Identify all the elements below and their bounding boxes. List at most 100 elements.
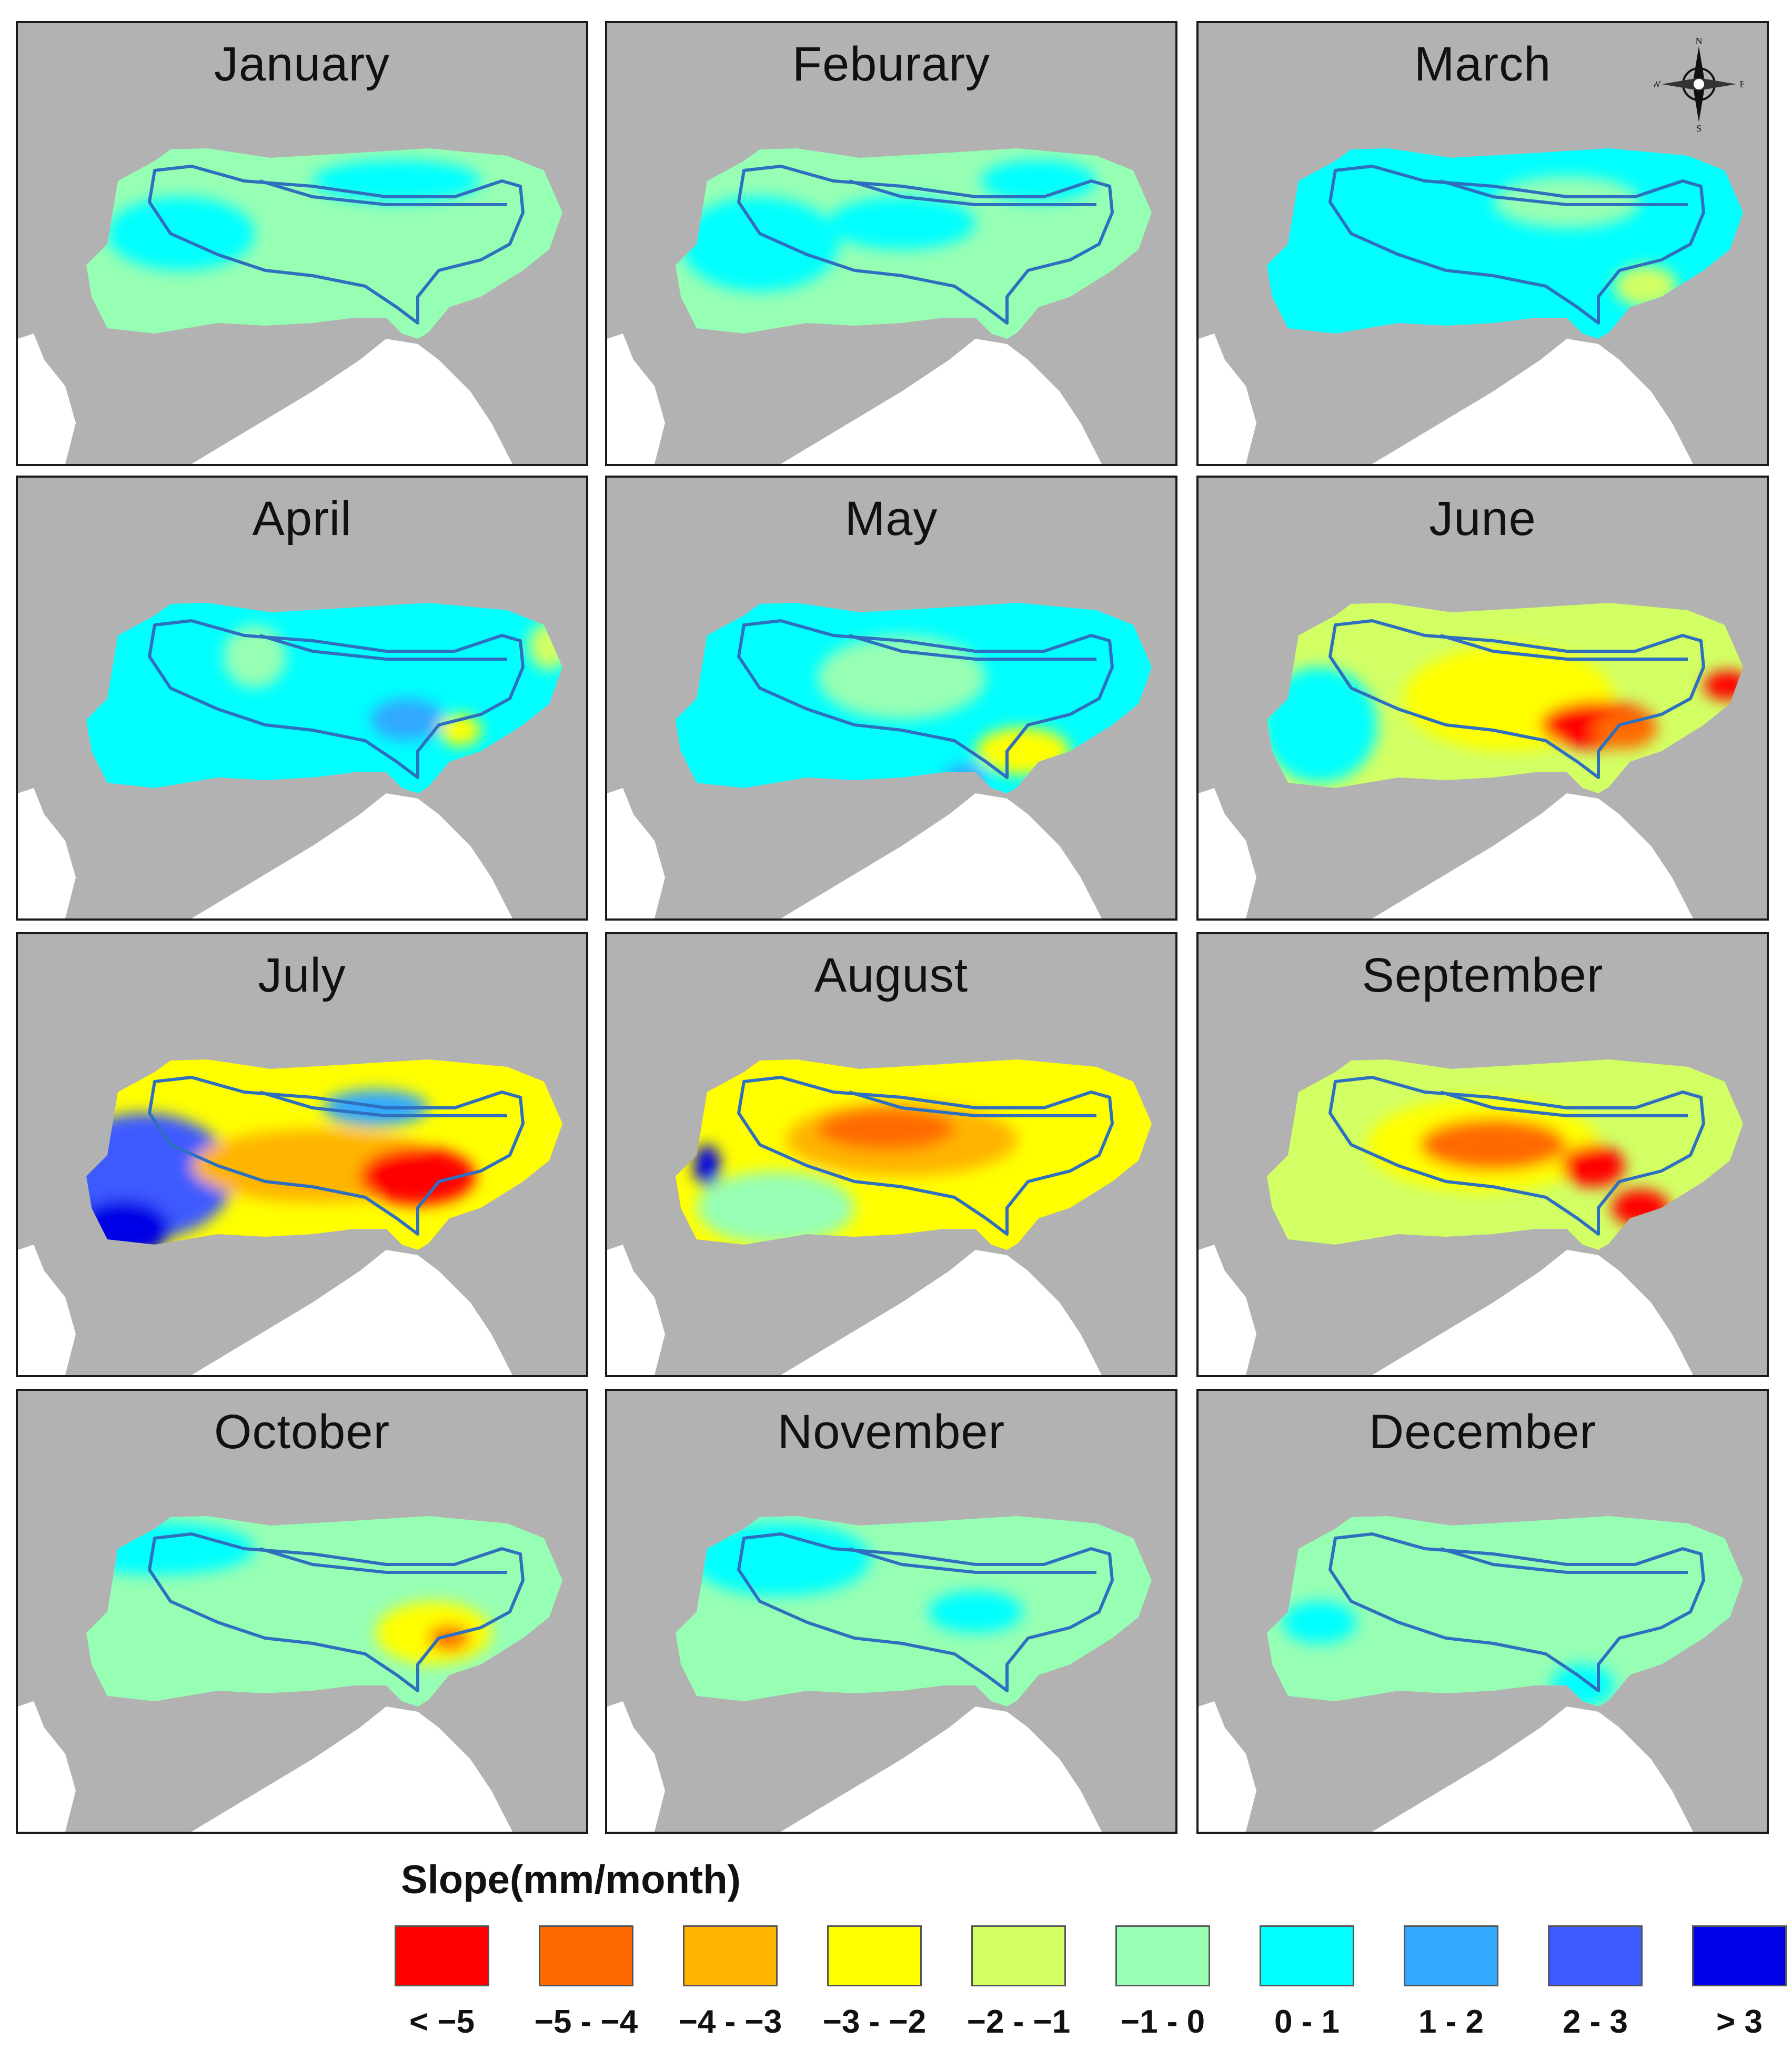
basin-boundary: [148, 619, 525, 779]
slope-zone: [370, 699, 444, 741]
river-line: [259, 1547, 507, 1574]
legend-label: 1 - 2: [1418, 2004, 1484, 2040]
map-panel: September: [1196, 932, 1769, 1377]
western-coast-landmass: [18, 1701, 76, 1832]
legend-label: −3 - −2: [822, 2004, 927, 2040]
western-coast-landmass: [18, 334, 76, 464]
southern-landmass: [192, 1250, 512, 1375]
slope-map: [607, 603, 1152, 918]
river-line: [849, 1547, 1096, 1574]
southern-landmass: [1372, 339, 1693, 464]
map-panel: April: [16, 476, 588, 921]
compass-s-label: S: [1696, 123, 1702, 132]
river-line: [1440, 179, 1688, 206]
slope-zone: [691, 1522, 870, 1596]
slope-zone: [1612, 1189, 1669, 1226]
legend-swatch: [1260, 1925, 1354, 1986]
legend-title: Slope(mm/month): [401, 1857, 741, 1902]
legend-swatch: [1404, 1925, 1498, 1986]
river-line: [849, 634, 1096, 661]
slope-zone: [694, 1145, 720, 1187]
southern-landmass: [1372, 1250, 1693, 1375]
slope-zone: [1704, 671, 1743, 700]
basin-boundary: [737, 619, 1114, 779]
river-line: [849, 1090, 1096, 1117]
western-coast-landmass: [607, 788, 665, 918]
legend-label: 0 - 1: [1274, 2004, 1340, 2040]
panel-title: October: [214, 1405, 390, 1459]
panel-title: July: [258, 948, 346, 1002]
basin-boundary: [737, 165, 1114, 325]
slope-zone: [975, 728, 1070, 775]
slope-map: [18, 1059, 562, 1375]
southern-landmass: [781, 793, 1102, 918]
southern-landmass: [192, 1706, 512, 1832]
study-region: [1267, 148, 1743, 339]
slope-zone: [697, 1171, 854, 1245]
slope-zone: [944, 764, 986, 791]
legend-label: −5 - −4: [534, 2004, 638, 2040]
western-coast-landmass: [607, 334, 665, 464]
panel-title: May: [844, 492, 938, 546]
western-coast-landmass: [18, 1245, 76, 1375]
basin-boundary: [148, 165, 525, 325]
map-panel: December: [1196, 1389, 1769, 1834]
legend-label: −2 - −1: [967, 2004, 1071, 2040]
compass-n-label: N: [1696, 37, 1703, 46]
slope-map: [1199, 603, 1743, 918]
river-line: [1440, 1090, 1688, 1117]
river-line: [259, 634, 507, 661]
slope-zone: [1562, 1145, 1625, 1187]
slope-zone: [681, 197, 839, 291]
legend-swatch: [1115, 1925, 1210, 1986]
slope-zone: [528, 622, 562, 670]
legend-swatch: [1692, 1925, 1787, 1986]
southern-landmass: [781, 1706, 1102, 1832]
slope-zone: [1493, 176, 1640, 228]
legend-label: −4 - −3: [678, 2004, 782, 2040]
southern-landmass: [192, 793, 512, 918]
slope-map: [1199, 1516, 1743, 1832]
legend-label: −1 - 0: [1120, 2004, 1205, 2040]
map-panel: Feburary: [605, 21, 1177, 466]
compass-w-label: W: [1654, 79, 1661, 89]
legend-swatch: [683, 1925, 778, 1986]
western-coast-landmass: [607, 1701, 665, 1832]
southern-landmass: [1372, 793, 1693, 918]
slope-map: [18, 1516, 562, 1832]
basin-boundary: [1328, 1532, 1705, 1692]
map-panel: August: [605, 932, 1177, 1377]
map-panel: March N S E W: [1196, 21, 1769, 466]
slope-zone: [1614, 265, 1677, 307]
map-panel: January: [16, 21, 588, 466]
slope-zone: [86, 1200, 170, 1250]
map-panel: November: [605, 1389, 1177, 1834]
legend-label: < −5: [409, 2004, 475, 2040]
slope-map: [18, 603, 562, 918]
compass-e-label: E: [1740, 79, 1744, 89]
river-line: [259, 179, 507, 206]
panel-title: June: [1429, 492, 1536, 546]
compass-rose-icon: N S E W: [1652, 36, 1746, 134]
slope-zone: [928, 1591, 1023, 1633]
basin-boundary: [737, 1076, 1114, 1236]
map-panel: July: [16, 932, 588, 1377]
legend-swatch: [539, 1925, 633, 1986]
panel-title: November: [777, 1405, 1005, 1459]
river-line: [1440, 1547, 1688, 1574]
panel-title: March: [1414, 37, 1552, 91]
western-coast-landmass: [18, 788, 76, 918]
panel-title: August: [814, 948, 969, 1002]
legend-label: > 3: [1716, 2004, 1763, 2040]
legend-swatch: [827, 1925, 922, 1986]
slope-map: [607, 1059, 1152, 1375]
basin-boundary: [737, 1532, 1114, 1692]
slope-map: [1199, 1059, 1743, 1375]
slope-zone: [1551, 1664, 1614, 1706]
legend-swatch: [1548, 1925, 1643, 1986]
slope-map: [18, 148, 562, 464]
map-panel: May: [605, 476, 1177, 921]
panel-title: April: [252, 492, 352, 546]
legend-swatch: [395, 1925, 489, 1986]
slope-map: [1199, 148, 1743, 464]
